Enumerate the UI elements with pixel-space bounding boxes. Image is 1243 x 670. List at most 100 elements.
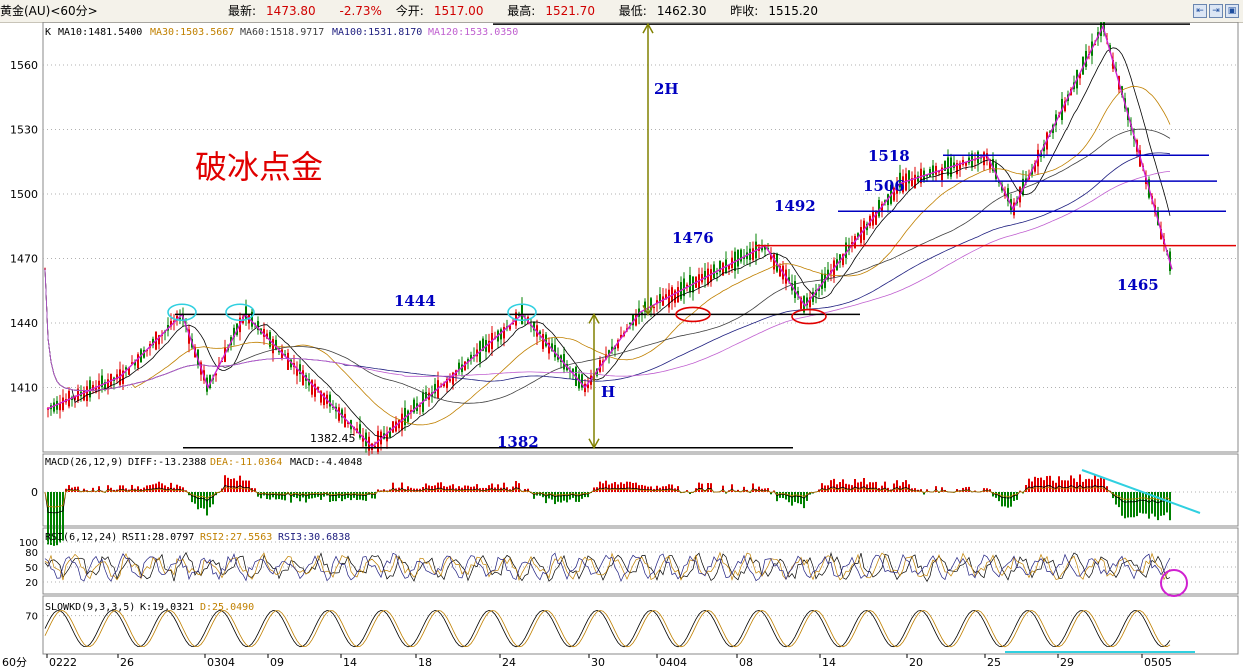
annotations	[46, 22, 1236, 450]
rsi-panel-frame	[42, 527, 1239, 595]
price-axis: 1560 1530 1500 1470 1440 1410	[10, 59, 38, 395]
candle-body	[818, 288, 820, 291]
kd-line-k	[44, 609, 1171, 648]
candle-body	[764, 245, 766, 250]
candle-body	[458, 362, 460, 371]
macd-diff: DIFF:-13.2388	[128, 457, 206, 468]
candle-body	[233, 327, 235, 338]
candle-body	[773, 254, 775, 270]
candle-body	[944, 161, 946, 171]
candle-body	[500, 329, 502, 340]
candle-body	[74, 396, 76, 400]
candle-body	[473, 355, 475, 357]
rsi-name: RSI(6,12,24)	[45, 532, 117, 543]
candle-body	[362, 435, 364, 442]
prev-page-icon[interactable]: ⇤	[1193, 4, 1207, 18]
candle-body	[446, 378, 448, 389]
candle-body	[998, 181, 1000, 183]
candle-body	[587, 384, 589, 389]
arrow-2h-head-bottom	[642, 305, 654, 316]
candle-body	[737, 249, 739, 267]
price-tick-label: 1500	[10, 188, 38, 201]
candle-body	[989, 159, 991, 170]
candle-body	[101, 375, 103, 388]
date-tick-label: 26	[120, 656, 134, 669]
candle-body	[365, 432, 367, 446]
candle-body	[959, 162, 961, 170]
candle-body	[215, 373, 217, 376]
quote-values: 最新: 1473.80 -2.73% 今开: 1517.00 最高: 1521.70 …	[228, 0, 838, 22]
ind-k: K	[45, 27, 51, 38]
low-price: 1462.30	[656, 4, 707, 18]
candle-body	[464, 361, 466, 371]
candle-body	[59, 402, 61, 411]
ma-line-120	[44, 171, 1171, 392]
main-panel-frame	[42, 22, 1239, 453]
change-percent: -2.73%	[339, 4, 382, 18]
candle-body	[629, 322, 631, 325]
candle-body	[1034, 162, 1036, 172]
rsi1: RSI1:28.0797	[122, 532, 194, 543]
high-label: 最高:	[507, 4, 536, 18]
candle-body	[410, 410, 412, 413]
candle-body	[374, 446, 376, 448]
restore-icon[interactable]: ▣	[1225, 4, 1239, 18]
label-1476: 1476	[672, 229, 714, 247]
candle-body	[419, 405, 421, 407]
candle-body	[1022, 178, 1024, 196]
price-tick-label: 1530	[10, 124, 38, 137]
date-tick-label: 08	[739, 656, 753, 669]
candle-body	[938, 171, 940, 173]
next-page-icon[interactable]: ⇥	[1209, 4, 1223, 18]
candle-body	[1049, 131, 1051, 133]
candle-body	[278, 350, 280, 353]
candle-body	[329, 394, 331, 407]
candle-body	[896, 185, 898, 194]
label-1465: 1465	[1117, 276, 1159, 294]
candle-body	[932, 165, 934, 176]
candle-body	[104, 382, 106, 389]
candle-body	[917, 175, 919, 182]
candle-body	[188, 329, 190, 344]
candle-body	[539, 331, 541, 334]
candle-body	[158, 335, 160, 345]
candle-body	[302, 370, 304, 386]
quote-header: 黄金(AU)<60分> 最新: 1473.80 -2.73% 今开: 1517.00…	[0, 0, 1243, 23]
candle-body	[323, 393, 325, 406]
candle-body	[404, 407, 406, 426]
date-tick-label: 14	[822, 656, 836, 669]
candle-body	[251, 311, 253, 327]
candle-body	[107, 379, 109, 389]
candle-body	[857, 233, 859, 238]
date-tick-label: 18	[418, 656, 432, 669]
candle-body	[632, 314, 634, 326]
price-tick-label: 1410	[10, 382, 38, 395]
open-label: 今开:	[395, 4, 424, 18]
label-1492: 1492	[774, 197, 816, 215]
candle-body	[926, 174, 928, 177]
candle-body	[551, 343, 553, 351]
candle-body	[947, 157, 949, 176]
candle-body	[686, 284, 688, 287]
candle-body	[548, 342, 550, 354]
label-h: H	[601, 383, 615, 401]
candle-body	[617, 340, 619, 349]
arrow-h-head-bottom	[588, 438, 600, 450]
date-tick-label: 14	[343, 656, 357, 669]
candle-body	[170, 320, 172, 327]
nav-buttons: ⇤ ⇥ ▣	[1193, 4, 1239, 18]
candle-body	[92, 384, 94, 390]
candle-body	[179, 317, 181, 320]
candle-body	[845, 242, 847, 258]
candle-body	[1112, 59, 1114, 69]
candle-body	[851, 242, 853, 245]
candle-body	[311, 380, 313, 395]
top-marker-ellipse	[167, 303, 197, 322]
candle-body	[572, 368, 574, 373]
top-marker-ellipse	[225, 303, 255, 322]
candle-body	[263, 328, 265, 337]
label-1444: 1444	[394, 292, 436, 310]
candle-body	[1040, 151, 1042, 157]
